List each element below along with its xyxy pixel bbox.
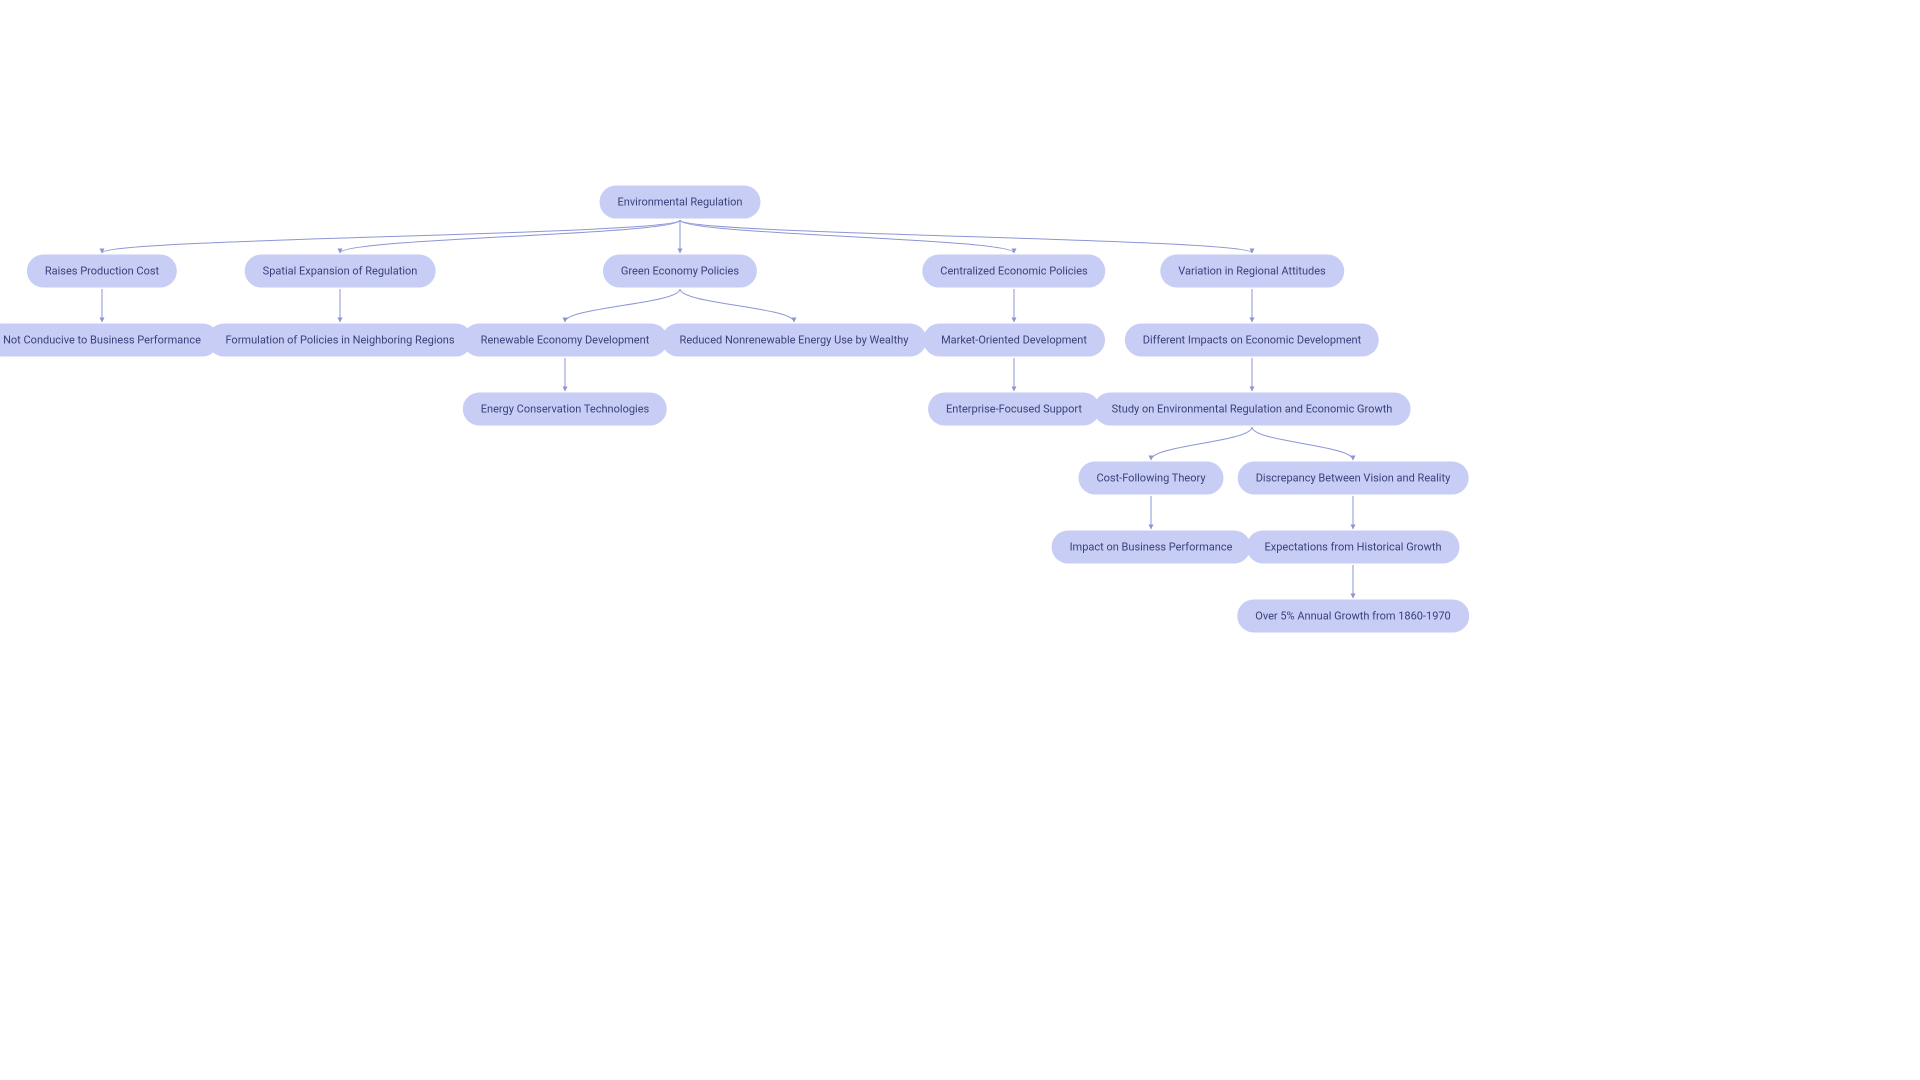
- flowchart-node: Spatial Expansion of Regulation: [245, 255, 436, 288]
- flowchart-edge: [680, 289, 794, 322]
- flowchart-edge: [1151, 427, 1252, 460]
- flowchart-node: Different Impacts on Economic Developmen…: [1125, 324, 1379, 357]
- flowchart-node: Market-Oriented Development: [923, 324, 1105, 357]
- flowchart-node: Reduced Nonrenewable Energy Use by Wealt…: [662, 324, 927, 357]
- flowchart-node: Discrepancy Between Vision and Reality: [1238, 462, 1469, 495]
- flowchart-edge: [565, 289, 680, 322]
- flowchart-node: Formulation of Policies in Neighboring R…: [207, 324, 472, 357]
- flowchart-node: Variation in Regional Attitudes: [1160, 255, 1344, 288]
- flowchart-node: Expectations from Historical Growth: [1247, 531, 1460, 564]
- flowchart-node: Raises Production Cost: [27, 255, 177, 288]
- flowchart-edge: [1252, 427, 1353, 460]
- flowchart-edge: [680, 220, 1014, 253]
- flowchart-node: Environmental Regulation: [600, 186, 761, 219]
- flowchart-node: Not Conducive to Business Performance: [0, 324, 219, 357]
- flowchart-node: Study on Environmental Regulation and Ec…: [1094, 393, 1411, 426]
- flowchart-node: Renewable Economy Development: [463, 324, 668, 357]
- flowchart-edges: [0, 0, 1920, 1080]
- flowchart-edge: [340, 220, 680, 253]
- flowchart-node: Over 5% Annual Growth from 1860-1970: [1237, 600, 1469, 633]
- flowchart-edge: [102, 220, 680, 253]
- flowchart-node: Enterprise-Focused Support: [928, 393, 1100, 426]
- flowchart-edge: [680, 220, 1252, 253]
- flowchart-node: Energy Conservation Technologies: [463, 393, 667, 426]
- flowchart-node: Green Economy Policies: [603, 255, 757, 288]
- flowchart-node: Cost-Following Theory: [1078, 462, 1223, 495]
- flowchart-node: Impact on Business Performance: [1052, 531, 1251, 564]
- flowchart-node: Centralized Economic Policies: [922, 255, 1105, 288]
